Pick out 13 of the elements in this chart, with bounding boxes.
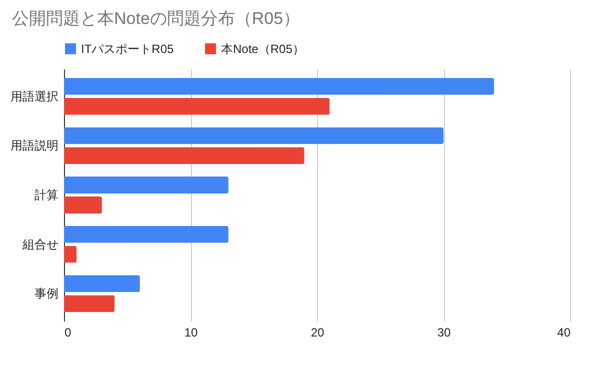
x-tick-label: 30 bbox=[437, 326, 451, 340]
x-tick-label: 40 bbox=[557, 326, 571, 340]
x-tick-label: 20 bbox=[310, 326, 324, 340]
legend-label: 本Note（R05） bbox=[221, 42, 304, 56]
y-tick-label: 計算 bbox=[34, 188, 58, 202]
x-tick-label: 0 bbox=[64, 326, 72, 340]
y-tick-label: 組合せ bbox=[22, 237, 58, 252]
legend-label: ITパスポートR05 bbox=[81, 42, 174, 56]
x-tick-label: 10 bbox=[184, 326, 198, 340]
chart-title: 公開問題と本Noteの問題分布（R05） bbox=[12, 9, 300, 28]
y-tick-label: 用語選択 bbox=[10, 89, 58, 104]
y-tick-label: 事例 bbox=[34, 286, 58, 301]
y-tick-label: 用語説明 bbox=[10, 138, 58, 153]
